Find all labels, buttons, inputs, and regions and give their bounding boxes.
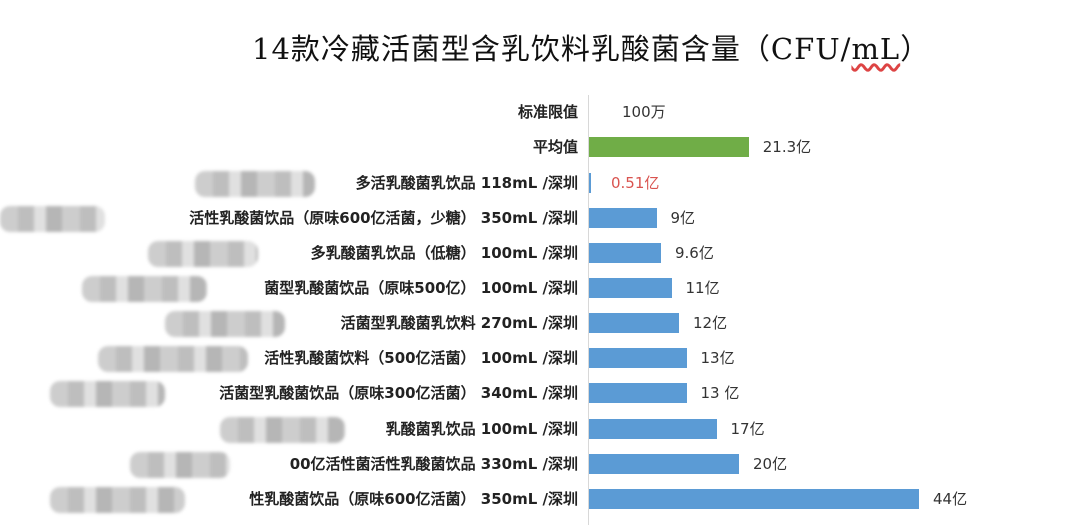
redacted-brand-mosaic bbox=[195, 171, 315, 197]
category-label: 活性乳酸菌饮料（500亿活菌） 100mL /深圳 bbox=[264, 349, 578, 367]
value-label: 44亿 bbox=[933, 490, 968, 508]
value-label: 11亿 bbox=[685, 279, 720, 297]
redacted-brand-mosaic bbox=[220, 417, 345, 443]
bar-row: 多活乳酸菌乳饮品 118mL /深圳 0.51亿 bbox=[0, 168, 1080, 198]
bar-row: 活菌型乳酸菌饮品（原味300亿活菌） 340mL /深圳 13 亿 bbox=[0, 378, 1080, 408]
category-label: 平均值 bbox=[532, 138, 578, 156]
redacted-brand-mosaic bbox=[82, 276, 207, 302]
bar-row: 平均值 21.3亿 bbox=[0, 132, 1080, 162]
value-label: 12亿 bbox=[693, 314, 728, 332]
bar-row: 活性乳酸菌饮料（500亿活菌） 100mL /深圳 13亿 bbox=[0, 343, 1080, 373]
category-label: 多乳酸菌乳饮品（低糖） 100mL /深圳 bbox=[310, 244, 578, 262]
product-bar bbox=[589, 419, 717, 439]
value-label: 9.6亿 bbox=[675, 244, 714, 262]
product-bar bbox=[589, 454, 739, 474]
value-label: 13亿 bbox=[700, 349, 735, 367]
product-bar bbox=[589, 489, 919, 509]
bar-row: 乳酸菌乳饮品 100mL /深圳 17亿 bbox=[0, 414, 1080, 444]
product-bar bbox=[589, 173, 591, 193]
category-label: 活菌型乳酸菌饮品（原味300亿活菌） 340mL /深圳 bbox=[219, 384, 578, 402]
category-label: 多活乳酸菌乳饮品 118mL /深圳 bbox=[355, 174, 578, 192]
value-label: 20亿 bbox=[753, 455, 788, 473]
category-label: 标准限值 bbox=[517, 103, 578, 121]
category-label: 菌型乳酸菌饮品（原味500亿） 100mL /深圳 bbox=[264, 279, 578, 297]
product-bar bbox=[589, 383, 687, 403]
chart-title-text: 14款冷藏活菌型含乳饮料乳酸菌含量（CFU/ bbox=[252, 32, 852, 66]
product-bar bbox=[589, 348, 687, 368]
value-label: 21.3亿 bbox=[762, 138, 812, 156]
redacted-brand-mosaic bbox=[50, 381, 165, 407]
value-label: 0.51亿 bbox=[611, 174, 660, 192]
bar-row: 多乳酸菌乳饮品（低糖） 100mL /深圳 9.6亿 bbox=[0, 238, 1080, 268]
chart-title-close: ） bbox=[900, 32, 931, 66]
product-bar bbox=[589, 243, 661, 263]
redacted-brand-mosaic bbox=[98, 346, 248, 372]
category-label: 乳酸菌乳饮品 100mL /深圳 bbox=[385, 420, 578, 438]
category-label: 活性乳酸菌饮品（原味600亿活菌，少糖） 350mL /深圳 bbox=[189, 209, 578, 227]
product-bar bbox=[589, 313, 679, 333]
category-label: 性乳酸菌饮品（原味600亿活菌） 350mL /深圳 bbox=[249, 490, 578, 508]
redacted-brand-mosaic bbox=[50, 487, 185, 513]
product-bar bbox=[589, 208, 657, 228]
value-label: 9亿 bbox=[670, 209, 696, 227]
redacted-brand-mosaic bbox=[148, 241, 258, 267]
product-bar bbox=[589, 278, 672, 298]
bar-row: 菌型乳酸菌饮品（原味500亿） 100mL /深圳 11亿 bbox=[0, 273, 1080, 303]
bar-row: 活性乳酸菌饮品（原味600亿活菌，少糖） 350mL /深圳 9亿 bbox=[0, 203, 1080, 233]
category-label: 00亿活性菌活性乳酸菌饮品 330mL /深圳 bbox=[289, 455, 578, 473]
bar-row: 活菌型乳酸菌乳饮料 270mL /深圳 12亿 bbox=[0, 308, 1080, 338]
bar-row: 标准限值 100万 bbox=[0, 97, 1080, 127]
chart-title: 14款冷藏活菌型含乳饮料乳酸菌含量（CFU/mL） bbox=[252, 26, 1012, 74]
bar-row: 00亿活性菌活性乳酸菌饮品 330mL /深圳 20亿 bbox=[0, 449, 1080, 479]
chart-title-unit: mL bbox=[851, 32, 901, 66]
value-label: 13 亿 bbox=[700, 384, 740, 402]
bar-row: 性乳酸菌饮品（原味600亿活菌） 350mL /深圳 44亿 bbox=[0, 484, 1080, 514]
value-label: 100万 bbox=[622, 103, 666, 121]
redacted-brand-mosaic bbox=[130, 452, 230, 478]
value-label: 17亿 bbox=[730, 420, 765, 438]
redacted-brand-mosaic bbox=[0, 206, 105, 232]
redacted-brand-mosaic bbox=[165, 311, 285, 337]
average-bar bbox=[589, 137, 749, 157]
category-label: 活菌型乳酸菌乳饮料 270mL /深圳 bbox=[340, 314, 578, 332]
category-axis-line bbox=[588, 95, 589, 525]
